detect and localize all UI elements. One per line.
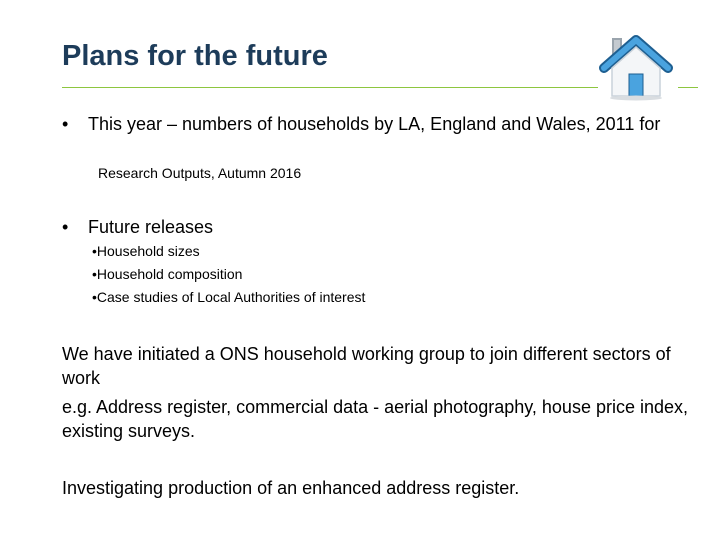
title-divider-end <box>678 87 698 88</box>
bullet-marker: • <box>62 217 69 237</box>
paragraph-address-register: Investigating production of an enhanced … <box>62 478 520 498</box>
bullet-marker: • <box>62 114 69 134</box>
paragraph-working-group: We have initiated a ONS household workin… <box>62 344 671 388</box>
slide-title: Plans for the future <box>62 40 328 72</box>
sub-item-case-studies: •Case studies of Local Authorities of in… <box>92 289 366 305</box>
sub-item-household-sizes: •Household sizes <box>92 243 200 259</box>
sub-item-household-composition: •Household composition <box>92 266 243 282</box>
home-icon[interactable] <box>598 32 674 102</box>
bullet-text: Future releases <box>88 217 214 237</box>
paragraph-examples: e.g. Address register, commercial data -… <box>62 397 689 441</box>
sub-item-research-outputs: Research Outputs, Autumn 2016 <box>98 165 302 181</box>
bullet-text: This year – numbers of households by LA,… <box>88 114 661 134</box>
title-divider <box>62 87 598 88</box>
